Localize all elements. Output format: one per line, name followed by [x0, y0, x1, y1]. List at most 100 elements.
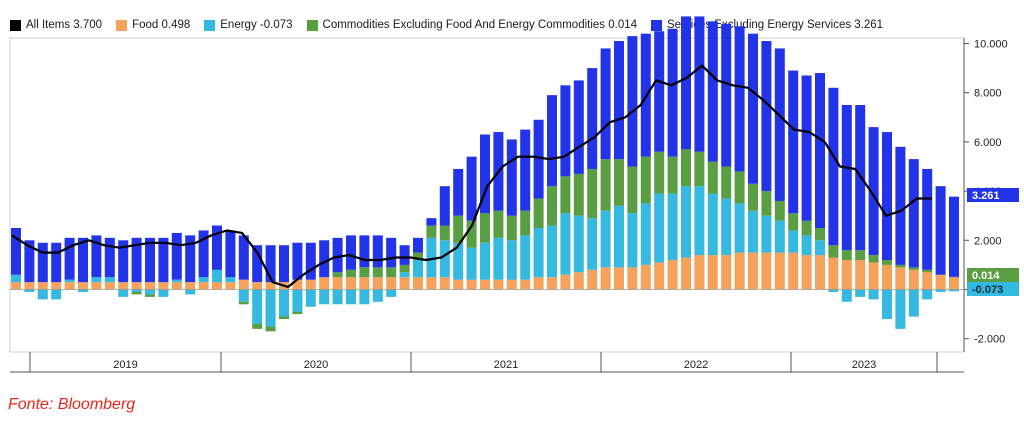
bar-services-excluding-energy-services: [828, 87, 839, 246]
bar-energy: [413, 259, 423, 278]
bar-energy: [292, 289, 303, 312]
bar-energy: [614, 205, 624, 268]
bar-food: [64, 282, 75, 290]
bar-food: [788, 252, 799, 290]
bar-energy: [506, 240, 517, 280]
bar-food: [654, 262, 665, 290]
bar-food: [413, 277, 423, 290]
bar-services-excluding-energy-services: [520, 129, 531, 211]
bar-energy: [694, 186, 705, 256]
bar-commodities-excluding-food-and-energy-commodities: [922, 269, 933, 273]
bar-food: [24, 282, 35, 290]
bar-food: [694, 255, 705, 290]
line-all-items: [11, 64, 932, 289]
legend-swatch: [10, 19, 21, 31]
bar-services-excluding-energy-services: [480, 134, 490, 214]
bar-food: [11, 282, 21, 290]
bar-food: [667, 259, 678, 290]
bar-energy: [319, 289, 330, 305]
bar-services-excluding-energy-services: [252, 245, 263, 283]
bar-services-excluding-energy-services: [533, 119, 544, 199]
bar-services-excluding-energy-services: [104, 237, 115, 278]
bar-food: [91, 282, 102, 290]
bar-services-excluding-energy-services: [734, 26, 745, 172]
bar-food: [346, 277, 356, 290]
legend-item-food: Food 0.498: [116, 19, 190, 31]
bar-services-excluding-energy-services: [212, 225, 222, 270]
legend-label: All Items 3.700: [26, 19, 103, 31]
bar-energy: [466, 247, 477, 280]
bar-energy: [372, 289, 383, 302]
bar-services-excluding-energy-services: [560, 85, 571, 177]
bar-services-excluding-energy-services: [761, 41, 772, 192]
value-tag-label: -0.073: [972, 284, 1003, 296]
bar-commodities-excluding-food-and-energy-commodities: [868, 255, 879, 263]
bar-food: [493, 279, 504, 290]
bar-commodities-excluding-food-and-energy-commodities: [600, 159, 611, 211]
legend-label: Commodities Excluding Food And Energy Co…: [322, 19, 638, 31]
bar-food: [265, 282, 276, 290]
bar-commodities-excluding-food-and-energy-commodities: [855, 250, 866, 260]
bar-food: [640, 264, 651, 290]
bar-services-excluding-energy-services: [359, 235, 370, 268]
bar-services-excluding-energy-services: [949, 196, 959, 277]
bar-food: [252, 282, 263, 290]
x-tick-label: 2022: [684, 359, 708, 371]
value-tag-label: 3.261: [972, 190, 1000, 202]
bar-services-excluding-energy-services: [265, 245, 276, 283]
bar-energy: [386, 289, 397, 297]
bar-services-excluding-energy-services: [11, 228, 21, 275]
bar-energy: [721, 198, 732, 256]
bar-food: [372, 277, 383, 290]
bar-energy: [305, 289, 316, 307]
bar-food: [895, 267, 906, 290]
bar-services-excluding-energy-services: [198, 230, 209, 278]
bar-services-excluding-energy-services: [882, 132, 892, 260]
bar-food: [145, 282, 155, 290]
bar-food: [506, 279, 517, 290]
bar-services-excluding-energy-services: [319, 240, 330, 278]
bar-energy: [908, 289, 919, 317]
bar-commodities-excluding-food-and-energy-commodities: [707, 161, 718, 194]
bar-energy: [131, 289, 142, 292]
legend-swatch: [651, 19, 663, 31]
bar-services-excluding-energy-services: [935, 186, 946, 275]
bar-energy: [761, 215, 772, 253]
bar-energy: [493, 237, 504, 280]
bar-services-excluding-energy-services: [721, 23, 732, 167]
bar-food: [212, 282, 222, 290]
bar-energy: [399, 272, 410, 278]
bar-energy: [332, 289, 343, 305]
bar-services-excluding-energy-services: [413, 237, 423, 253]
bar-services-excluding-energy-services: [667, 28, 678, 157]
value-tag: [967, 282, 1019, 296]
bar-services-excluding-energy-services: [587, 68, 598, 169]
bar-food: [882, 264, 892, 290]
bar-food: [453, 279, 464, 290]
bar-services-excluding-energy-services: [171, 232, 182, 280]
bar-energy: [774, 220, 785, 253]
bar-commodities-excluding-food-and-energy-commodities: [761, 191, 772, 216]
bar-commodities-excluding-food-and-energy-commodities: [788, 213, 799, 231]
bar-energy: [935, 289, 946, 292]
bar-services-excluding-energy-services: [158, 237, 169, 283]
legend-swatch: [116, 19, 128, 31]
bar-energy: [359, 289, 370, 305]
bar-commodities-excluding-food-and-energy-commodities: [815, 228, 825, 241]
bar-food: [587, 269, 598, 290]
bar-services-excluding-energy-services: [51, 242, 62, 283]
bar-energy: [600, 210, 611, 268]
bar-commodities-excluding-food-and-energy-commodities: [520, 210, 531, 236]
bar-food: [547, 277, 557, 290]
legend-swatch: [306, 19, 318, 31]
bar-services-excluding-energy-services: [426, 218, 437, 226]
bar-food: [949, 277, 959, 290]
bar-food: [681, 257, 691, 290]
bar-services-excluding-energy-services: [868, 127, 879, 256]
bar-services-excluding-energy-services: [788, 70, 799, 214]
bar-food: [707, 255, 718, 290]
x-tick-label: 2023: [852, 359, 876, 371]
bar-energy: [815, 240, 825, 256]
bar-services-excluding-energy-services: [466, 156, 477, 221]
bar-services-excluding-energy-services: [131, 237, 142, 283]
